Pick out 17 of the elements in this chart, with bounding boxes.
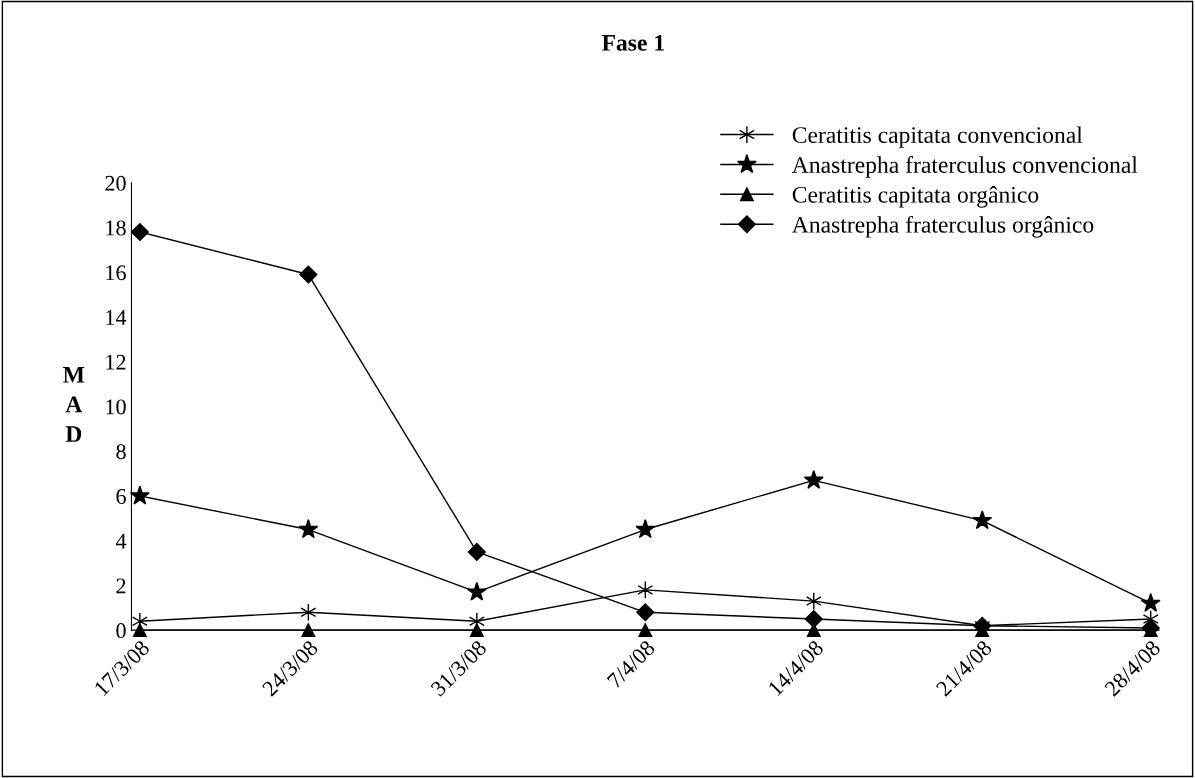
legend-label: Ceratitis capitata convencional: [792, 126, 1083, 148]
y-tick-label: 2: [116, 578, 126, 594]
y-tick-label: 0: [116, 623, 126, 639]
y-tick-label: 12: [106, 354, 126, 370]
y-tick-label: 18: [106, 220, 126, 236]
legend-label: Anastrepha fraterculus convencional: [791, 156, 1138, 178]
chart-title: Fase 1: [601, 34, 664, 51]
y-tick-label: 14: [106, 310, 127, 325]
legend-label: Anastrepha fraterculus orgânico: [791, 215, 1094, 238]
y-tick-label: 8: [116, 444, 126, 460]
legend-label: Ceratitis capitata orgânico: [792, 186, 1039, 208]
y-tick-label: 16: [106, 265, 126, 281]
y-tick-label: 4: [115, 533, 127, 549]
y-tick-label: 6: [116, 488, 126, 504]
y-tick-label: 20: [105, 175, 126, 191]
y-tick-label: 10: [106, 399, 126, 415]
y-axis-title: M A D: [63, 367, 85, 442]
